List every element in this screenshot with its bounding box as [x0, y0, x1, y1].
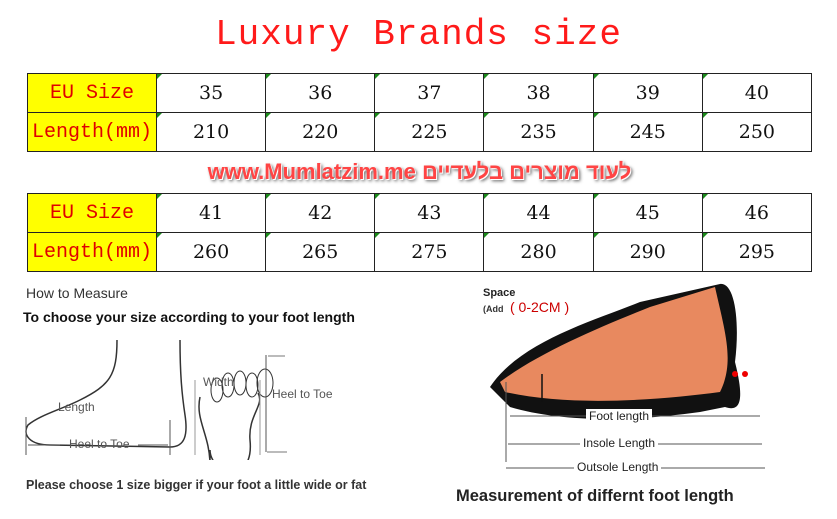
cell: 45 — [592, 193, 703, 233]
add-label: (Add — [483, 304, 504, 314]
cell: 260 — [155, 232, 267, 272]
cell: 36 — [265, 73, 376, 113]
cell: 46 — [701, 193, 813, 233]
cell: 225 — [374, 112, 485, 152]
row-label: Length(mm) — [27, 232, 157, 272]
cell: 44 — [483, 193, 594, 233]
size-table-2: EU Size 41 42 43 44 45 46 Length(mm) 260… — [27, 193, 813, 272]
foot-diagram-icon — [25, 339, 287, 460]
cell: 40 — [701, 73, 813, 113]
cell: 39 — [592, 73, 703, 113]
insole-length-label: Insole Length — [580, 436, 659, 450]
watermark: www.Mumlatzim.me לעוד מוצרים בלעדיים — [207, 159, 632, 184]
table-row: Length(mm) 210 220 225 235 245 250 — [27, 112, 813, 152]
cell: 275 — [374, 232, 485, 272]
cell: 245 — [592, 112, 703, 152]
cell: 280 — [483, 232, 594, 272]
cell: 235 — [483, 112, 594, 152]
size-table-1: EU Size 35 36 37 38 39 40 Length(mm) 210… — [27, 73, 813, 152]
how-to-subheading: To choose your size according to your fo… — [23, 309, 355, 325]
cell: 290 — [592, 232, 703, 272]
cell: 37 — [374, 73, 485, 113]
heel-to-toe-label: Heel to Toe — [69, 437, 130, 451]
add-value: ( 0-2CM ) — [510, 299, 570, 315]
table-row: EU Size 35 36 37 38 39 40 — [27, 73, 813, 113]
row-label: EU Size — [27, 73, 157, 113]
cell: 41 — [155, 193, 267, 233]
table-row: Length(mm) 260 265 275 280 290 295 — [27, 232, 813, 272]
table-row: EU Size 41 42 43 44 45 46 — [27, 193, 813, 233]
cell: 43 — [374, 193, 485, 233]
cell: 35 — [155, 73, 267, 113]
cell: 295 — [701, 232, 813, 272]
cell: 42 — [265, 193, 376, 233]
cell: 210 — [155, 112, 267, 152]
how-to-heading: How to Measure — [26, 285, 128, 301]
row-label: EU Size — [27, 193, 157, 233]
heel-to-toe-label-2: Heel to Toe — [272, 387, 333, 401]
outsole-length-label: Outsole Length — [574, 460, 662, 474]
page-title: Luxury Brands size — [215, 14, 622, 55]
cell: 38 — [483, 73, 594, 113]
shoe-caption: Measurement of differnt foot length — [456, 487, 734, 505]
row-label: Length(mm) — [27, 112, 157, 152]
length-label: Length — [58, 400, 95, 414]
size-note: Please choose 1 size bigger if your foot… — [26, 478, 367, 492]
cell: 250 — [701, 112, 813, 152]
space-label: Space — [483, 287, 516, 299]
foot-length-label: Foot length — [586, 409, 653, 423]
cell: 265 — [265, 232, 376, 272]
cell: 220 — [265, 112, 376, 152]
width-label: Width — [203, 375, 234, 389]
